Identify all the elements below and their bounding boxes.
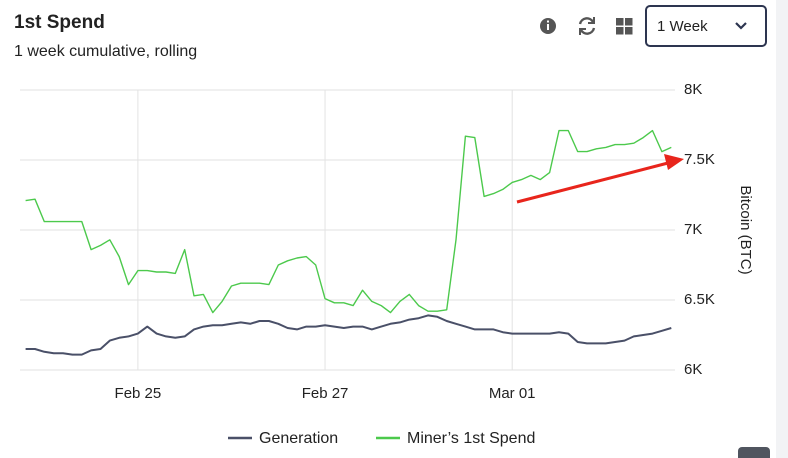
legend-label: Generation — [259, 430, 338, 447]
dropdown-label: 1 Week — [657, 18, 708, 35]
series-line — [25, 314, 672, 356]
info-icon[interactable] — [540, 18, 556, 34]
y-tick-label: 7K — [684, 221, 702, 238]
side-strip — [776, 0, 788, 458]
scroll-button[interactable] — [738, 447, 770, 458]
series-line — [25, 129, 672, 314]
chart-title: 1st Spend — [14, 12, 105, 33]
x-tick-label: Mar 01 — [489, 385, 536, 402]
period-dropdown[interactable]: 1 Week — [645, 5, 767, 47]
x-tick-label: Feb 27 — [302, 385, 349, 402]
y-axis-label: Bitcoin (BTC) — [737, 185, 754, 274]
x-tick-label: Feb 25 — [115, 385, 162, 402]
refresh-icon[interactable] — [578, 17, 596, 35]
y-tick-label: 7.5K — [684, 151, 715, 168]
plot-area: 6K 6.5K 7K 7.5K 8K Feb 25 Feb 27 Mar 01 — [20, 81, 715, 402]
layout-icon[interactable] — [616, 18, 633, 35]
chart-subtitle: 1 week cumulative, rolling — [14, 43, 197, 60]
y-tick-label: 6K — [684, 361, 702, 378]
legend-label: Miner’s 1st Spend — [407, 430, 535, 447]
annotation-arrow — [516, 154, 684, 204]
y-tick-label: 8K — [684, 81, 702, 98]
y-tick-label: 6.5K — [684, 291, 715, 308]
